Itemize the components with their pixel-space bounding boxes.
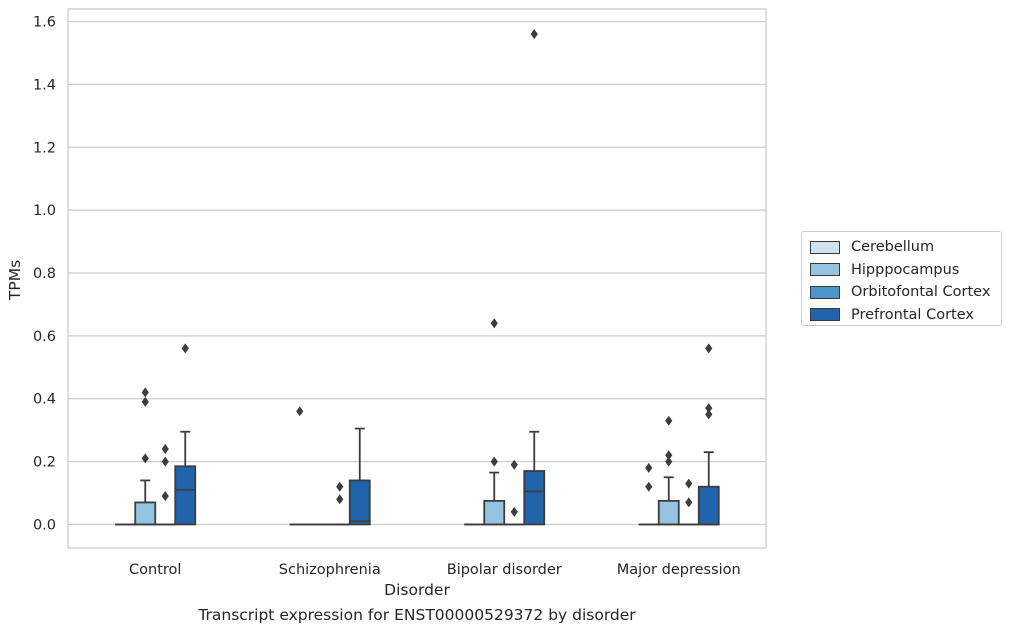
legend-item-orbitofrontal-cortex: Orbitofontal Cortex (810, 281, 1001, 304)
box-2-2 (504, 459, 525, 526)
outlier-point (510, 459, 518, 470)
x-tick-label: Schizophrenia (279, 562, 381, 578)
outlier-point (705, 409, 713, 420)
boxes (115, 29, 720, 526)
box-body (657, 499, 680, 526)
outlier-point (490, 456, 498, 467)
y-tick-label: 0.4 (33, 392, 56, 408)
box-0-3 (174, 343, 197, 526)
box-body (483, 499, 506, 526)
outlier-point (705, 403, 713, 414)
outlier-point (665, 456, 673, 467)
box-3-2 (678, 478, 699, 526)
outlier-point (336, 494, 344, 505)
gridlines (68, 20, 766, 526)
legend-swatch (810, 240, 840, 254)
legend-label: Hipppocampus (851, 261, 960, 278)
box-0-1 (134, 387, 157, 526)
y-tick-label: 0.0 (33, 517, 56, 533)
y-axis-ticks: 0.0 0.2 0.4 0.6 0.8 1.0 1.2 1.4 1.6 (33, 15, 56, 534)
outlier-point (161, 456, 169, 467)
box-body (697, 485, 720, 526)
x-tick-label: Bipolar disorder (447, 562, 562, 578)
y-tick-label: 1.2 (33, 140, 56, 156)
outlier-point (336, 481, 344, 492)
outlier-point (296, 406, 304, 417)
outlier-point (490, 318, 498, 329)
box-3-0 (638, 462, 659, 526)
y-axis-label: TPMs (6, 260, 24, 301)
outlier-point (161, 444, 169, 454)
box-2-1 (483, 318, 506, 526)
x-tick-label: Control (129, 562, 181, 578)
outlier-point (685, 497, 693, 508)
legend-label: Orbitofontal Cortex (851, 284, 991, 301)
y-tick-label: 0.2 (33, 455, 56, 471)
box-body (523, 470, 546, 526)
legend-item-hippocampus: Hipppocampus (810, 259, 1001, 282)
outlier-point (141, 396, 149, 407)
figure-caption: Transcript expression for ENST0000052937… (198, 606, 636, 624)
box-body (134, 501, 157, 526)
y-tick-label: 1.4 (33, 77, 56, 93)
box-0-2 (155, 444, 176, 526)
x-axis-ticks: Control Schizophrenia Bipolar disorder Majo… (129, 562, 741, 578)
box-2-3 (523, 29, 546, 526)
legend-swatch (810, 285, 840, 299)
outlier-point (141, 453, 149, 464)
box-3-1 (657, 415, 680, 526)
x-axis-label: Disorder (384, 581, 450, 599)
outlier-point (665, 415, 673, 426)
legend-item-cerebellum: Cerebellum (810, 236, 1001, 259)
legend-label: Cerebellum (851, 239, 935, 256)
legend-swatch (810, 263, 840, 277)
box-body (348, 479, 371, 526)
outlier-point (181, 343, 189, 354)
box-1-0 (289, 406, 310, 526)
outlier-point (161, 491, 169, 502)
outlier-point (685, 478, 693, 489)
box-body (174, 465, 197, 526)
plot-area-frame (67, 8, 767, 549)
outlier-point (645, 462, 653, 473)
y-tick-label: 1.0 (33, 203, 56, 219)
outlier-point (530, 29, 538, 40)
outlier-point (141, 387, 149, 398)
y-tick-label: 1.6 (33, 15, 56, 31)
x-tick-label: Major depression (617, 562, 741, 578)
legend-item-prefrontal-cortex: Prefrontal Cortex (810, 304, 1001, 327)
legend-label: Prefrontal Cortex (851, 306, 974, 323)
outlier-point (510, 506, 518, 517)
legend: Cerebellum Hipppocampus Orbitofontal Cor… (801, 231, 1002, 326)
outlier-point (705, 343, 713, 354)
y-tick-label: 0.8 (33, 266, 56, 282)
y-tick-label: 0.6 (33, 329, 56, 345)
outlier-point (645, 481, 653, 492)
box-1-2 (329, 481, 350, 526)
box-3-3 (697, 343, 720, 526)
box-1-3 (348, 427, 371, 526)
legend-swatch (810, 308, 840, 322)
outlier-point (665, 450, 673, 461)
